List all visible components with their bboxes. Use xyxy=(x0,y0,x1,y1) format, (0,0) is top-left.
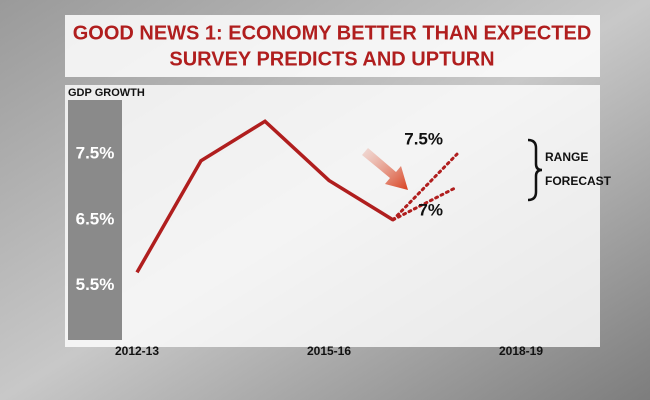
x-tick-label: 2012-13 xyxy=(115,344,159,358)
title-box xyxy=(65,15,600,77)
y-tick-label: 5.5% xyxy=(76,275,115,294)
y-tick-label: 7.5% xyxy=(76,144,115,163)
x-tick-label: 2015-16 xyxy=(307,344,351,358)
y-axis-band xyxy=(68,100,122,340)
chart-subtitle: SURVEY PREDICTS AND UPTURN xyxy=(169,48,494,70)
value-label: 7.5% xyxy=(404,130,443,149)
plot-panel xyxy=(65,85,600,347)
y-tick-label: 6.5% xyxy=(76,209,115,228)
value-label: 7% xyxy=(418,200,443,219)
forecast-line xyxy=(391,152,459,222)
chart-title: GOOD NEWS 1: ECONOMY BETTER THAN EXPECTE… xyxy=(73,22,592,44)
y-axis-label: GDP GROWTH xyxy=(68,87,145,99)
x-tick-label: 2018-19 xyxy=(499,344,543,358)
range-brace xyxy=(527,138,543,202)
annotation: RANGE xyxy=(545,150,588,164)
forecast-line xyxy=(391,185,459,222)
trend-arrow xyxy=(362,148,408,190)
annotation: FORECAST xyxy=(545,174,612,188)
data-line xyxy=(135,119,394,274)
